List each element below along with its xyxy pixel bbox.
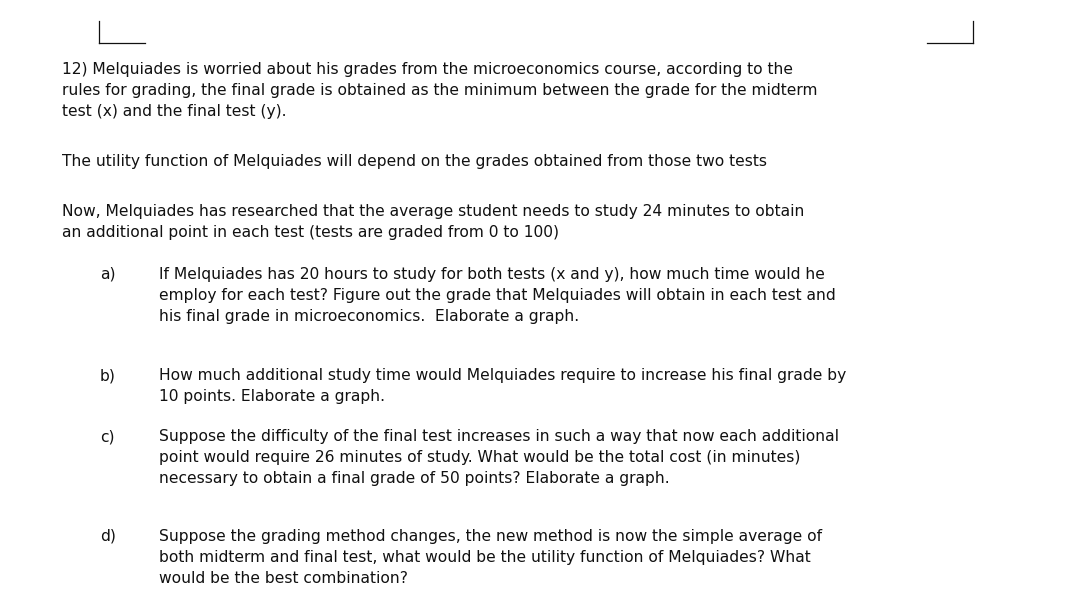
Text: The utility function of Melquiades will depend on the grades obtained from those: The utility function of Melquiades will …: [62, 154, 768, 169]
Text: a): a): [100, 267, 115, 282]
Text: 12) Melquiades is worried about his grades from the microeconomics course, accor: 12) Melquiades is worried about his grad…: [62, 62, 818, 119]
Text: Now, Melquiades has researched that the average student needs to study 24 minute: Now, Melquiades has researched that the …: [62, 204, 805, 240]
Text: d): d): [100, 529, 116, 543]
Text: How much additional study time would Melquiades require to increase his final gr: How much additional study time would Mel…: [159, 368, 846, 404]
Text: If Melquiades has 20 hours to study for both tests (x and y), how much time woul: If Melquiades has 20 hours to study for …: [159, 267, 835, 324]
Text: c): c): [100, 429, 115, 444]
Text: Suppose the grading method changes, the new method is now the simple average of
: Suppose the grading method changes, the …: [159, 529, 822, 585]
Text: b): b): [100, 368, 116, 383]
Text: Suppose the difficulty of the final test increases in such a way that now each a: Suppose the difficulty of the final test…: [159, 429, 838, 486]
